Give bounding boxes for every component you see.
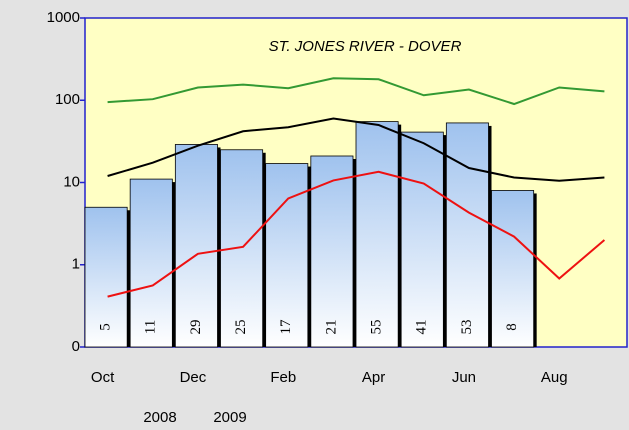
value-label: 55 — [369, 320, 385, 335]
year-label: 2008 — [143, 409, 176, 426]
value-label: 8 — [504, 323, 520, 331]
y-tick-label: 10 — [63, 173, 80, 190]
bar — [265, 163, 309, 348]
value-label: 29 — [188, 320, 204, 335]
bar — [445, 122, 489, 348]
bar — [84, 206, 128, 348]
x-tick-label: Feb — [270, 369, 296, 386]
x-tick-label: Aug — [541, 369, 568, 386]
bar — [355, 121, 399, 348]
chart-title: ST. JONES RIVER - DOVER — [269, 38, 462, 55]
x-tick-label: Jun — [452, 369, 476, 386]
value-label: 41 — [414, 320, 430, 335]
line — [107, 117, 605, 182]
x-tick-label: Apr — [362, 369, 385, 386]
x-tick-label: Oct — [91, 369, 115, 386]
bar — [491, 190, 535, 348]
value-label: 5 — [98, 323, 114, 331]
bar — [174, 144, 218, 348]
x-tick-label: Dec — [180, 369, 207, 386]
value-label: 17 — [278, 319, 294, 335]
value-label: 25 — [233, 320, 249, 335]
bar — [310, 155, 354, 348]
line — [107, 170, 606, 298]
value-label: 11 — [143, 320, 159, 334]
y-tick-label: 100 — [55, 91, 80, 108]
y-tick-label: 0 — [72, 338, 80, 355]
value-label: 21 — [323, 320, 339, 335]
year-label: 2009 — [213, 409, 246, 426]
y-tick-label: 1 — [72, 256, 80, 273]
bar — [400, 131, 444, 348]
bar — [129, 178, 173, 348]
y-tick-label: 1000 — [47, 9, 80, 26]
line — [107, 77, 605, 106]
value-label: 53 — [459, 320, 475, 335]
